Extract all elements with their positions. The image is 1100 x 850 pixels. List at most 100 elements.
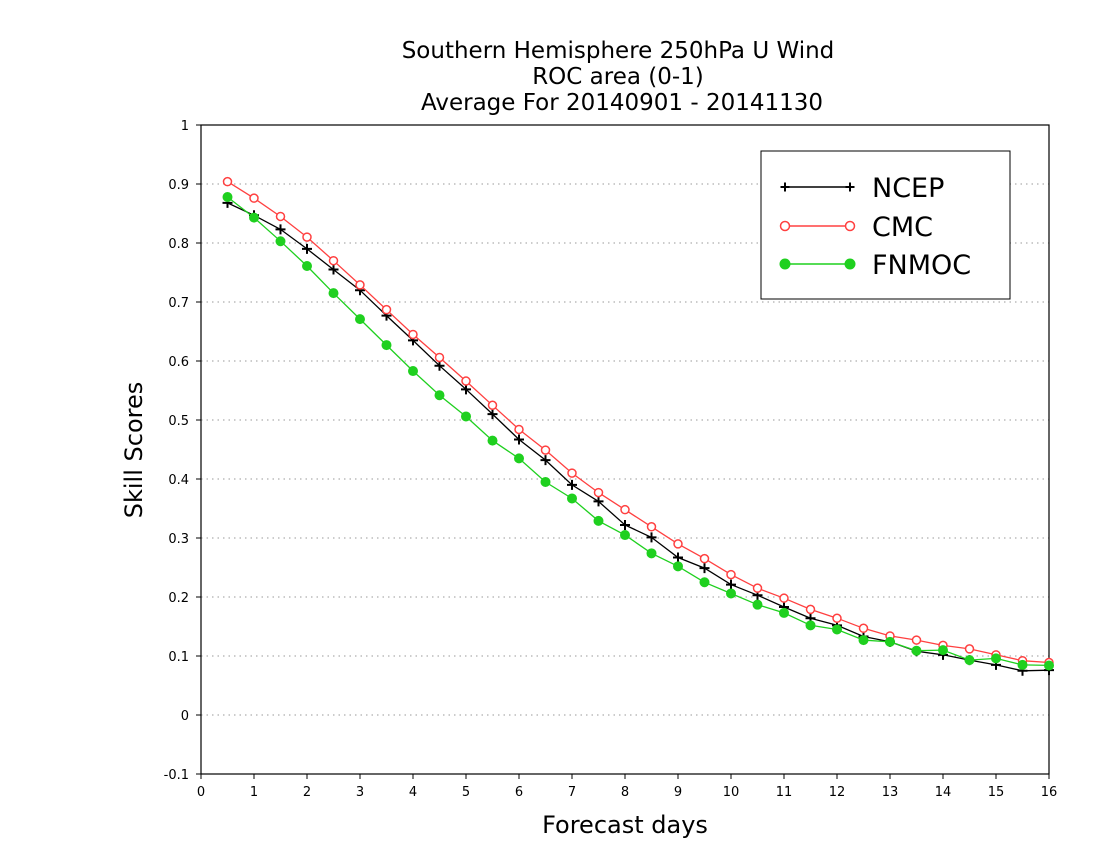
data-point-ncep: [514, 434, 524, 445]
x-tick-label: 5: [462, 785, 470, 800]
data-point-cmc: [620, 504, 630, 515]
data-point-cmc: [381, 304, 392, 315]
data-point-ncep: [540, 455, 551, 466]
data-point-fnmoc: [699, 577, 710, 588]
data-point-cmc: [911, 635, 922, 645]
data-point-fnmoc: [911, 645, 922, 656]
data-point-fnmoc: [805, 620, 816, 631]
y-tick-label: 0: [181, 709, 189, 724]
data-point-ncep: [461, 384, 471, 395]
data-point-cmc: [355, 280, 365, 290]
legend-box: [760, 150, 1011, 300]
data-point-fnmoc: [646, 548, 657, 559]
data-point-fnmoc: [487, 435, 498, 446]
data-point-fnmoc: [302, 261, 312, 272]
series-layer: [222, 176, 1054, 676]
data-point-fnmoc: [222, 191, 233, 202]
data-point-fnmoc: [752, 599, 763, 610]
data-point-fnmoc: [673, 561, 683, 572]
data-point-cmc: [540, 445, 551, 455]
x-tick-label: 8: [621, 785, 629, 800]
x-tick-label: 9: [674, 785, 682, 800]
data-point-cmc: [434, 352, 445, 363]
data-point-cmc: [328, 255, 339, 266]
title-line-2: ROC area (0-1): [532, 64, 704, 90]
data-point-fnmoc: [275, 236, 286, 247]
y-tick-label: -0.1: [164, 768, 189, 783]
data-point-fnmoc: [620, 530, 630, 541]
data-point-cmc: [222, 176, 233, 187]
data-point-cmc: [779, 593, 789, 603]
data-point-cmc: [514, 424, 524, 435]
x-tick-label: 14: [935, 785, 952, 800]
y-tick-label: 1: [181, 119, 189, 134]
data-point-fnmoc: [540, 476, 551, 487]
legend-label-ncep: NCEP: [872, 173, 944, 204]
series-cmc: [222, 176, 1054, 668]
data-point-ncep: [673, 552, 683, 563]
data-point-ncep: [275, 224, 286, 235]
title-line-1: Southern Hemisphere 250hPa U Wind: [402, 38, 835, 64]
legend-marker-ncep: [845, 182, 855, 192]
y-axis-label: Skill Scores: [120, 382, 148, 519]
y-tick-label: 0.6: [168, 355, 189, 370]
chart-title: Southern Hemisphere 250hPa U Wind ROC ar…: [402, 38, 835, 116]
data-point-fnmoc: [1044, 660, 1054, 671]
data-point-cmc: [858, 623, 869, 634]
legend-marker-cmc: [779, 220, 791, 232]
y-tick-label: 0.5: [168, 414, 189, 429]
data-point-fnmoc: [1017, 659, 1028, 670]
data-point-fnmoc: [885, 636, 895, 647]
x-tick-label: 10: [723, 785, 740, 800]
data-point-cmc: [699, 553, 710, 564]
data-point-cmc: [275, 211, 286, 222]
data-point-fnmoc: [832, 624, 842, 635]
data-point-cmc: [487, 400, 498, 410]
y-tick-label: 0.9: [168, 178, 189, 193]
data-point-ncep: [593, 496, 604, 507]
y-axis: -0.1 0 0.1 0.2 0.3 0.4 0.5 0.6 0.7 0.8 0.9 1: [164, 119, 201, 783]
x-tick-label: 2: [303, 785, 311, 800]
legend: NCEP CMC FNMOC: [760, 150, 1011, 300]
data-point-cmc: [752, 583, 763, 593]
legend-marker-ncep: [780, 182, 790, 192]
data-point-fnmoc: [381, 340, 392, 351]
title-line-3: Average For 20140901 - 20141130: [421, 90, 823, 116]
x-tick-label: 0: [197, 785, 205, 800]
data-point-ncep: [567, 479, 577, 490]
data-point-cmc: [832, 613, 842, 623]
y-tick-label: 0.4: [168, 473, 189, 488]
y-tick-label: 0.7: [168, 296, 189, 311]
data-point-cmc: [249, 193, 259, 203]
data-point-fnmoc: [249, 212, 259, 223]
data-point-cmc: [646, 522, 657, 532]
x-tick-label: 4: [409, 785, 417, 800]
series-fnmoc: [222, 191, 1054, 671]
legend-entry-cmc: CMC: [779, 212, 933, 243]
data-point-fnmoc: [858, 635, 869, 646]
data-point-cmc: [964, 644, 975, 654]
data-point-fnmoc: [964, 655, 975, 666]
x-tick-label: 6: [515, 785, 523, 800]
legend-entry-fnmoc: FNMOC: [779, 250, 971, 281]
data-point-fnmoc: [434, 390, 445, 401]
data-point-fnmoc: [938, 645, 948, 656]
x-tick-label: 16: [1041, 785, 1058, 800]
data-point-fnmoc: [779, 607, 789, 618]
legend-label-cmc: CMC: [872, 212, 933, 243]
y-tick-label: 0.3: [168, 532, 189, 547]
x-tick-label: 15: [988, 785, 1005, 800]
x-tick-label: 12: [829, 785, 846, 800]
x-tick-label: 3: [356, 785, 364, 800]
data-point-fnmoc: [355, 314, 365, 325]
data-point-fnmoc: [461, 411, 471, 422]
y-tick-label: 0.2: [168, 591, 189, 606]
data-point-cmc: [593, 487, 604, 498]
x-tick-label: 13: [882, 785, 899, 800]
data-point-ncep: [487, 409, 498, 420]
legend-marker-fnmoc: [844, 258, 856, 270]
y-tick-label: 0.1: [168, 650, 189, 665]
x-axis-label: Forecast days: [542, 811, 708, 839]
data-point-ncep: [328, 264, 339, 275]
